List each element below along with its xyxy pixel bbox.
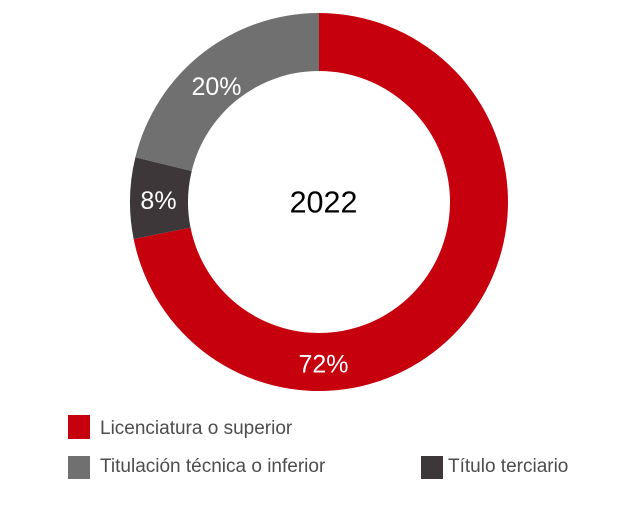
svg-text:20%: 20%	[191, 73, 241, 101]
svg-text:72%: 72%	[298, 351, 348, 379]
svg-text:2022: 2022	[290, 186, 358, 220]
svg-text:8%: 8%	[140, 187, 176, 215]
